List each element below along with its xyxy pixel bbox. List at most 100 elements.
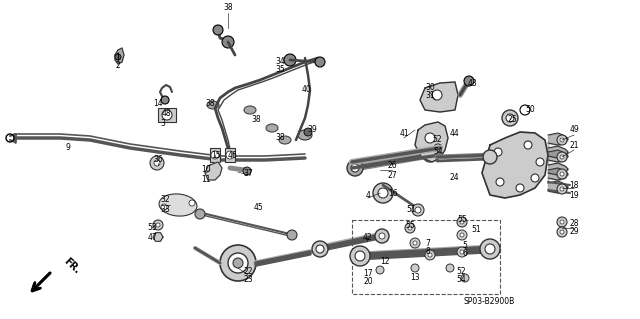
Text: 3: 3 [161, 120, 165, 129]
Text: 46: 46 [227, 151, 237, 160]
Circle shape [560, 155, 564, 159]
Text: 30: 30 [425, 84, 435, 93]
Circle shape [524, 141, 532, 149]
Circle shape [378, 188, 388, 198]
Text: 29: 29 [569, 227, 579, 236]
Circle shape [413, 241, 417, 245]
Text: 5: 5 [463, 241, 467, 249]
Text: 38: 38 [275, 132, 285, 142]
Text: 52: 52 [432, 136, 442, 145]
Circle shape [411, 264, 419, 272]
Circle shape [494, 148, 502, 156]
Text: FR.: FR. [62, 256, 82, 276]
Circle shape [284, 54, 296, 66]
Text: 45: 45 [253, 204, 263, 212]
Ellipse shape [207, 101, 219, 109]
Polygon shape [205, 162, 222, 180]
Text: 42: 42 [362, 234, 372, 242]
Text: 32: 32 [160, 196, 170, 204]
Circle shape [560, 220, 564, 224]
Circle shape [485, 244, 495, 254]
Circle shape [287, 230, 297, 240]
Text: 25: 25 [507, 115, 517, 124]
Circle shape [150, 156, 164, 170]
Text: 54: 54 [456, 276, 466, 285]
Circle shape [425, 133, 435, 143]
Circle shape [560, 230, 564, 234]
Text: 37: 37 [243, 168, 253, 177]
Text: 53: 53 [147, 224, 157, 233]
Circle shape [496, 178, 504, 186]
Ellipse shape [298, 130, 312, 140]
Ellipse shape [376, 194, 390, 202]
Circle shape [516, 184, 524, 192]
Bar [158, 108, 176, 122]
Text: 38: 38 [223, 4, 233, 12]
Text: 38: 38 [205, 99, 215, 108]
Circle shape [460, 250, 464, 254]
Circle shape [557, 217, 567, 227]
Circle shape [379, 233, 385, 239]
Text: 35: 35 [275, 65, 285, 75]
Circle shape [355, 251, 365, 261]
Circle shape [161, 96, 169, 104]
Circle shape [412, 204, 424, 216]
Text: 40: 40 [301, 85, 311, 94]
Text: 36: 36 [153, 155, 163, 165]
Circle shape [195, 209, 205, 219]
Text: 24: 24 [449, 174, 459, 182]
Text: 18: 18 [569, 181, 579, 189]
Text: 1: 1 [116, 53, 120, 62]
Circle shape [557, 135, 567, 145]
Circle shape [405, 223, 415, 233]
Polygon shape [482, 132, 548, 198]
Circle shape [220, 245, 256, 281]
Circle shape [536, 158, 544, 166]
Text: 4: 4 [365, 190, 371, 199]
Circle shape [376, 266, 384, 274]
Text: 55: 55 [405, 220, 415, 229]
Text: 52: 52 [456, 268, 466, 277]
Circle shape [375, 229, 389, 243]
FancyArrowPatch shape [32, 273, 50, 291]
Circle shape [213, 25, 223, 35]
Circle shape [153, 220, 163, 230]
Text: 55: 55 [457, 216, 467, 225]
Circle shape [531, 174, 539, 182]
Text: 8: 8 [426, 248, 430, 256]
Text: 19: 19 [569, 190, 579, 199]
Text: 17: 17 [363, 270, 373, 278]
Circle shape [432, 90, 442, 100]
Text: 6: 6 [463, 249, 467, 258]
Text: 27: 27 [387, 170, 397, 180]
Text: 41: 41 [399, 129, 409, 137]
Text: 50: 50 [525, 106, 535, 115]
Circle shape [222, 36, 234, 48]
Text: 7: 7 [426, 239, 431, 248]
Text: 20: 20 [363, 278, 373, 286]
Ellipse shape [266, 124, 278, 132]
Circle shape [457, 230, 467, 240]
Circle shape [560, 138, 564, 142]
Circle shape [233, 258, 243, 268]
Text: 12: 12 [380, 257, 390, 266]
Polygon shape [420, 82, 458, 112]
Circle shape [226, 151, 234, 159]
Circle shape [115, 54, 121, 60]
Polygon shape [153, 233, 163, 241]
Circle shape [316, 245, 324, 253]
Bar [210, 148, 220, 162]
Circle shape [464, 76, 474, 86]
Circle shape [460, 220, 464, 224]
Circle shape [161, 204, 167, 210]
Polygon shape [415, 122, 448, 162]
Text: 16: 16 [388, 189, 398, 197]
Circle shape [312, 241, 328, 257]
Ellipse shape [244, 106, 256, 114]
Text: 34: 34 [275, 57, 285, 66]
Text: 31: 31 [425, 92, 435, 100]
Text: 15: 15 [211, 151, 221, 160]
Circle shape [560, 172, 564, 176]
Text: 21: 21 [569, 140, 579, 150]
Text: 48: 48 [161, 108, 171, 117]
